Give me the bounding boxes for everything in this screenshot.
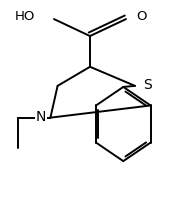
Text: O: O	[136, 10, 146, 24]
Text: HO: HO	[15, 10, 35, 24]
Text: N: N	[35, 110, 46, 124]
Text: S: S	[143, 78, 152, 92]
